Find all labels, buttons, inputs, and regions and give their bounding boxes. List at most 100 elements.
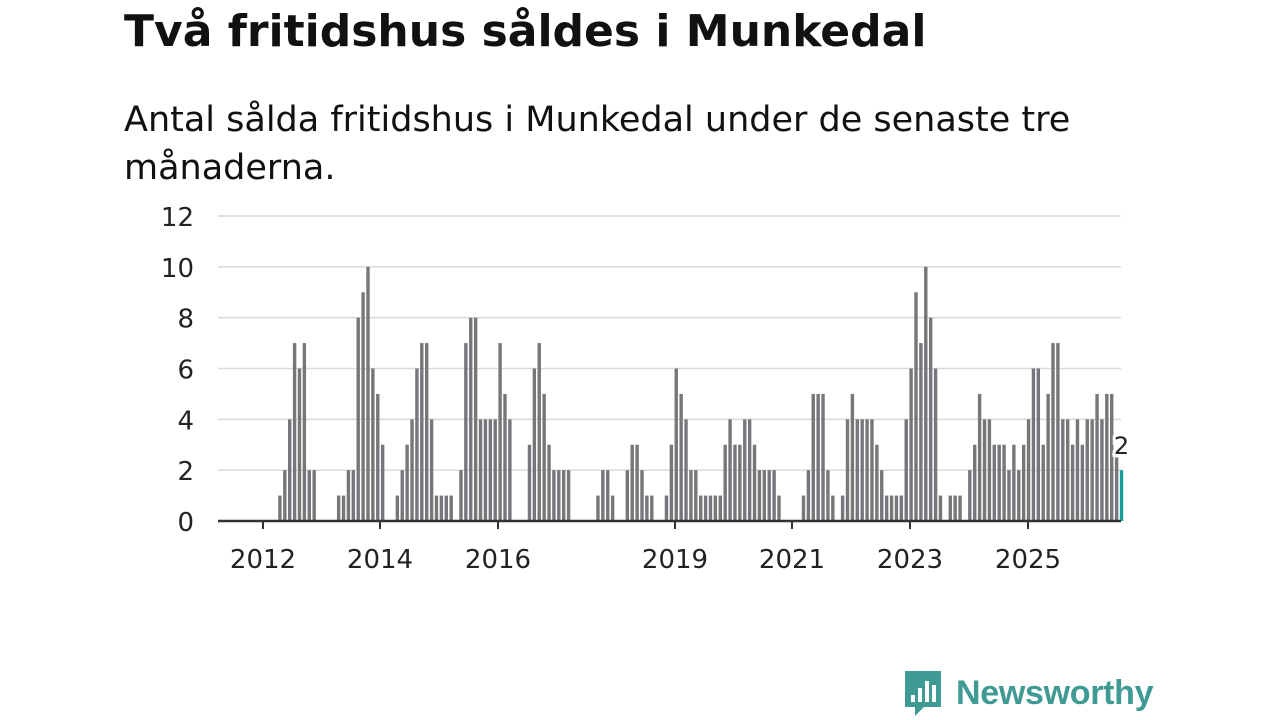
- bar: [473, 317, 478, 521]
- bar: [478, 419, 483, 521]
- bar: [542, 393, 546, 521]
- bar: [968, 470, 972, 521]
- bar: [1007, 470, 1011, 521]
- bar: [459, 470, 463, 521]
- bar: [909, 368, 913, 521]
- bar: [552, 470, 556, 521]
- bar: [1070, 444, 1075, 521]
- bar: [899, 495, 904, 521]
- newsworthy-logo-icon: [905, 671, 941, 716]
- bar: [723, 444, 727, 521]
- x-tick-label: 2021: [759, 545, 825, 575]
- bar: [1021, 444, 1026, 521]
- bar: [821, 393, 825, 521]
- chart-title: Två fritidshus såldes i Munkedal: [124, 6, 927, 57]
- bar: [1046, 393, 1050, 521]
- bar: [610, 495, 615, 521]
- y-tick-label: 2: [177, 457, 194, 487]
- bar: [439, 495, 444, 521]
- bar: [503, 393, 507, 521]
- y-tick-label: 0: [177, 508, 194, 538]
- bar: [728, 419, 732, 521]
- bar: [562, 470, 566, 521]
- bar: [650, 495, 654, 521]
- bar: [718, 495, 722, 521]
- chart-subtitle: Antal sålda fritidshus i Munkedal under …: [124, 100, 1071, 188]
- bar: [488, 419, 493, 521]
- bar: [307, 470, 311, 521]
- x-axis: 2012 2014 2016 2019 2021 2023 2025: [230, 521, 1061, 575]
- bar: [464, 343, 468, 521]
- bar: [444, 495, 448, 521]
- x-tick-label: 2014: [347, 545, 413, 575]
- bar: [1110, 393, 1114, 521]
- bar: [772, 470, 776, 521]
- bar: [973, 444, 977, 521]
- bar: [801, 495, 806, 521]
- bar: [547, 444, 551, 521]
- bar: [850, 393, 855, 521]
- bar: [806, 470, 811, 521]
- bar: [415, 368, 419, 521]
- bar: [860, 419, 864, 521]
- bar: [757, 470, 762, 521]
- bar: [958, 495, 962, 521]
- bar: [312, 470, 316, 521]
- bar: [1002, 444, 1006, 521]
- x-tick-label: 2016: [465, 545, 531, 575]
- bar: [601, 470, 605, 521]
- bar: [919, 343, 923, 521]
- bar: [928, 317, 933, 521]
- bar: [713, 495, 718, 521]
- y-tick-label: 8: [177, 305, 194, 335]
- bar: [703, 495, 708, 521]
- bar: [1012, 444, 1016, 521]
- bar: [904, 419, 908, 521]
- bar: [948, 495, 952, 521]
- bar: [831, 495, 835, 521]
- bar: [777, 495, 781, 521]
- bar: [747, 419, 752, 521]
- bar: [699, 495, 703, 521]
- bar: [297, 368, 302, 521]
- bar: [640, 470, 644, 521]
- bar: [351, 470, 356, 521]
- bar: [982, 419, 987, 521]
- bar: [733, 444, 737, 521]
- bar: [845, 419, 850, 521]
- y-tick-label: 10: [161, 254, 194, 284]
- bar: [870, 419, 874, 521]
- annotation: 2: [1111, 429, 1132, 463]
- bar: [884, 495, 889, 521]
- bar: [278, 495, 282, 521]
- bar: [811, 393, 815, 521]
- bar: [738, 444, 742, 521]
- bar: [356, 317, 360, 521]
- bar: [1065, 419, 1070, 521]
- y-axis: 0 2 4 6 8 10 12: [161, 203, 194, 538]
- bar: [483, 419, 488, 521]
- bar: [336, 495, 341, 521]
- bar: [1100, 419, 1104, 521]
- bar: [689, 470, 693, 521]
- bar: [894, 495, 899, 521]
- x-tick-label: 2023: [877, 545, 943, 575]
- bar: [405, 444, 409, 521]
- y-tick-label: 6: [177, 356, 194, 386]
- bar: [395, 495, 400, 521]
- bar: [288, 419, 292, 521]
- bar: [1090, 419, 1094, 521]
- bar: [914, 292, 918, 521]
- bar: [361, 292, 365, 521]
- bar: [537, 343, 541, 521]
- bar: [826, 470, 830, 521]
- bar: [953, 495, 957, 521]
- bar: [889, 495, 894, 521]
- bar: [987, 419, 992, 521]
- bar: [855, 419, 859, 521]
- bar: [341, 495, 346, 521]
- bar: [708, 495, 713, 521]
- bar: [1017, 470, 1021, 521]
- bar: [674, 368, 678, 521]
